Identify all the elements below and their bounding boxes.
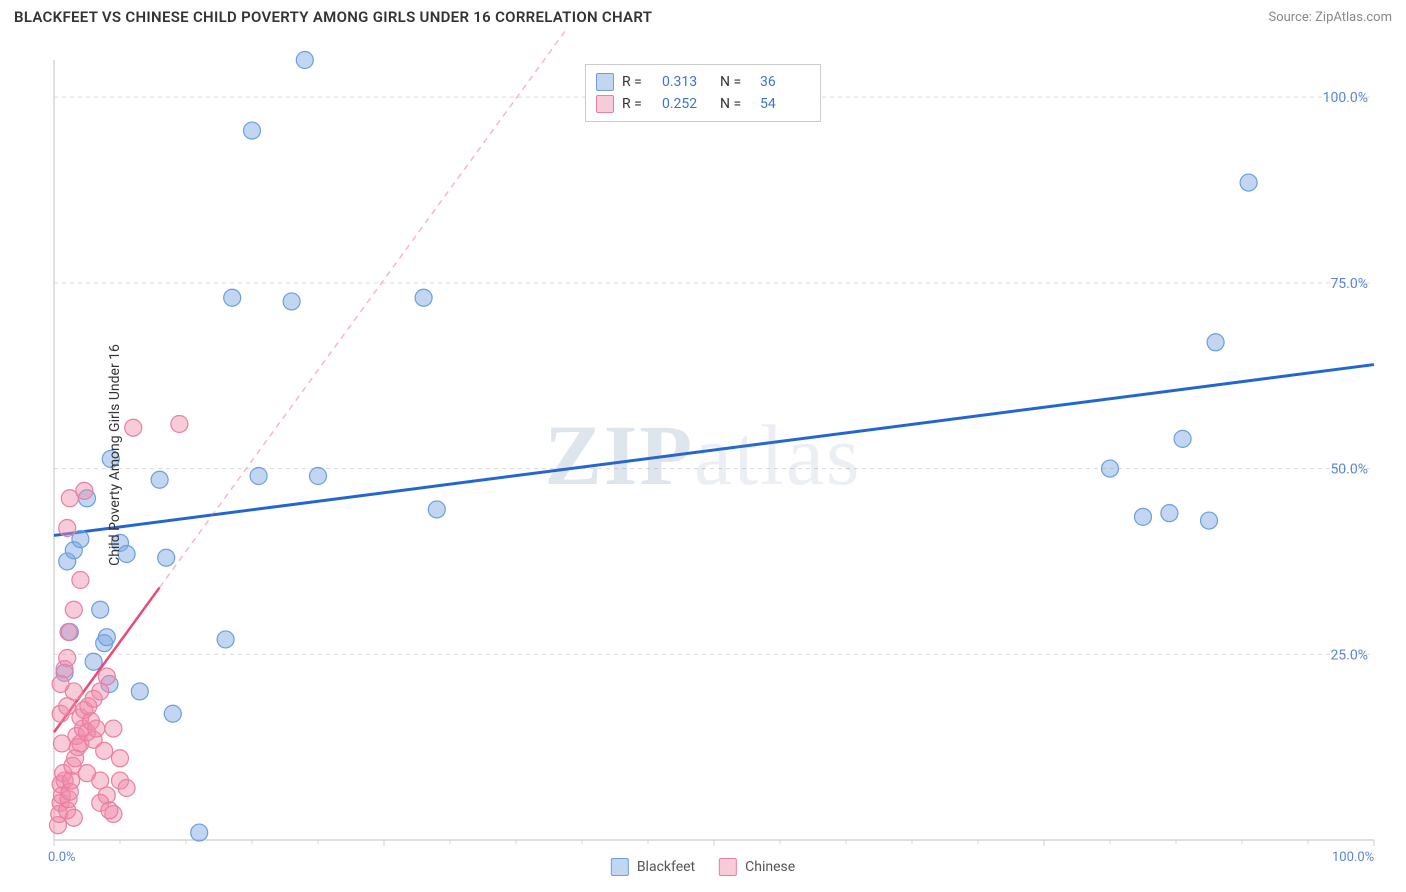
legend-row: R = 0.252 N = 54: [596, 93, 810, 115]
legend-n-value: 36: [760, 71, 810, 93]
legend-n-value: 54: [760, 93, 810, 115]
scatter-point: [65, 601, 82, 618]
scatter-point: [250, 468, 267, 485]
scatter-point: [79, 765, 96, 782]
legend-item: Chinese: [719, 858, 795, 876]
x-axis-tick-max: 100.0%: [1332, 850, 1374, 865]
scatter-point: [72, 572, 89, 589]
legend-n-label: N =: [720, 71, 752, 93]
scatter-point: [244, 122, 261, 139]
scatter-point: [283, 293, 300, 310]
scatter-point: [125, 419, 142, 436]
scatter-point: [92, 601, 109, 618]
scatter-point: [76, 482, 93, 499]
legend-n-label: N =: [720, 93, 752, 115]
scatter-point: [1102, 460, 1119, 477]
scatter-point: [101, 802, 118, 819]
y-axis-tick-label: 25.0%: [1330, 647, 1368, 663]
series-legend: Blackfeet Chinese: [611, 858, 795, 876]
legend-swatch: [719, 858, 737, 876]
scatter-point: [428, 501, 445, 518]
legend-item: Blackfeet: [611, 858, 695, 876]
correlation-legend: R = 0.313 N = 36 R = 0.252 N = 54: [585, 64, 821, 122]
scatter-point: [98, 629, 115, 646]
scatter-point: [191, 824, 208, 841]
scatter-point: [1240, 174, 1257, 191]
scatter-point: [105, 720, 122, 737]
scatter-point: [164, 705, 181, 722]
legend-row: R = 0.313 N = 36: [596, 71, 810, 93]
scatter-point: [59, 520, 76, 537]
legend-r-label: R =: [622, 71, 654, 93]
y-axis-label: Child Poverty Among Girls Under 16: [107, 344, 123, 566]
x-axis-tick-min: 0.0%: [48, 850, 76, 865]
scatter-point: [98, 668, 115, 685]
scatter-point: [224, 289, 241, 306]
legend-r-label: R =: [622, 93, 654, 115]
scatter-point: [171, 416, 188, 433]
legend-r-value: 0.313: [662, 71, 712, 93]
scatter-point: [65, 683, 82, 700]
y-axis-tick-label: 100.0%: [1323, 90, 1368, 106]
scatter-point: [59, 650, 76, 667]
y-axis-tick-label: 50.0%: [1330, 462, 1368, 478]
scatter-point: [85, 653, 102, 670]
legend-swatch: [611, 858, 629, 876]
scatter-point: [415, 289, 432, 306]
y-axis-tick-label: 75.0%: [1330, 276, 1368, 292]
chart-title: BLACKFEET VS CHINESE CHILD POVERTY AMONG…: [14, 8, 652, 26]
scatter-point: [53, 735, 70, 752]
scatter-point: [1161, 505, 1178, 522]
legend-swatch: [596, 95, 614, 113]
scatter-point: [88, 720, 105, 737]
scatter-chart: 25.0% 50.0% 75.0% 100.0%: [8, 30, 1398, 880]
scatter-point: [65, 809, 82, 826]
legend-r-value: 0.252: [662, 93, 712, 115]
scatter-point: [217, 631, 234, 648]
scatter-point: [60, 624, 77, 641]
legend-label: Chinese: [745, 859, 795, 875]
scatter-point: [151, 471, 168, 488]
scatter-point: [112, 750, 129, 767]
legend-label: Blackfeet: [637, 859, 695, 875]
scatter-point: [1207, 334, 1224, 351]
scatter-point: [1135, 508, 1152, 525]
scatter-point: [131, 683, 148, 700]
legend-swatch: [596, 73, 614, 91]
scatter-point: [118, 780, 135, 797]
scatter-point: [1201, 512, 1218, 529]
chart-container: Child Poverty Among Girls Under 16 25.0%…: [8, 30, 1398, 880]
source-label: Source: ZipAtlas.com: [1268, 10, 1392, 25]
scatter-point: [310, 468, 327, 485]
scatter-point: [1174, 430, 1191, 447]
scatter-point: [296, 52, 313, 69]
scatter-point: [96, 742, 113, 759]
scatter-point: [158, 549, 175, 566]
